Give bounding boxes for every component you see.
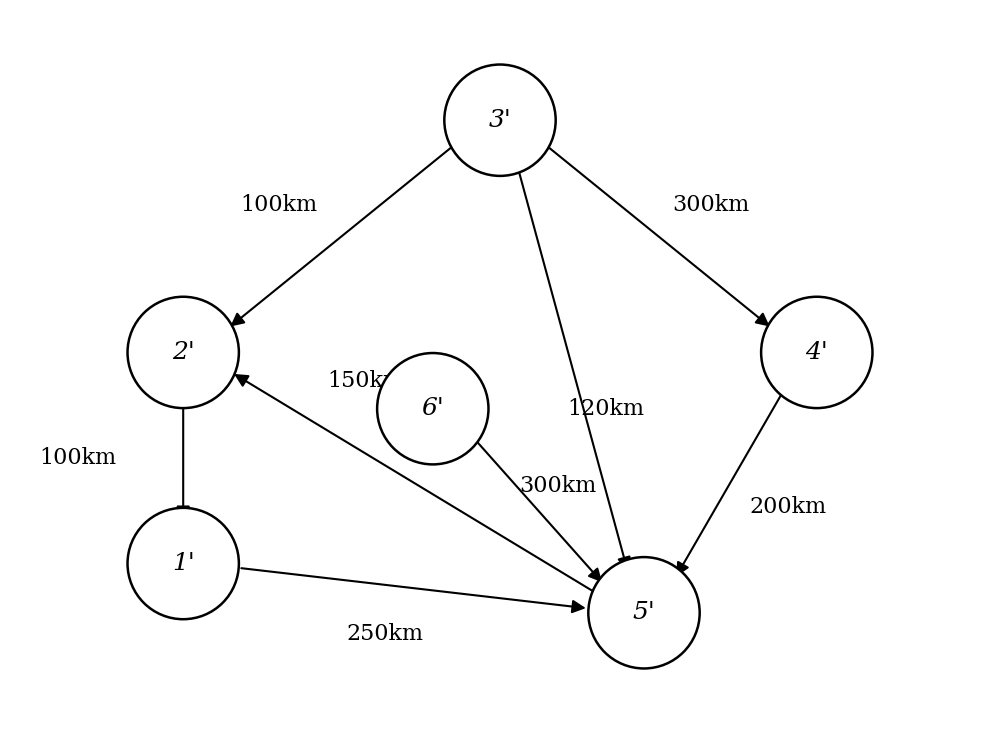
Text: 100km: 100km	[39, 447, 116, 469]
Ellipse shape	[761, 297, 872, 408]
Text: 5': 5'	[633, 601, 655, 625]
Text: 6': 6'	[421, 397, 444, 420]
Text: 150km: 150km	[327, 369, 404, 391]
Text: 2': 2'	[172, 341, 195, 364]
Text: 1': 1'	[172, 552, 195, 575]
Text: 3': 3'	[489, 108, 511, 132]
Text: 250km: 250km	[346, 623, 423, 645]
Ellipse shape	[444, 65, 556, 176]
Text: 300km: 300km	[673, 194, 750, 216]
Text: 100km: 100km	[241, 194, 318, 216]
Text: 200km: 200km	[749, 496, 827, 518]
Text: 4': 4'	[805, 341, 828, 364]
Ellipse shape	[377, 353, 488, 465]
Text: 120km: 120km	[567, 398, 644, 420]
Ellipse shape	[128, 297, 239, 408]
Ellipse shape	[128, 508, 239, 619]
Text: 300km: 300km	[519, 475, 596, 497]
Ellipse shape	[588, 557, 700, 668]
